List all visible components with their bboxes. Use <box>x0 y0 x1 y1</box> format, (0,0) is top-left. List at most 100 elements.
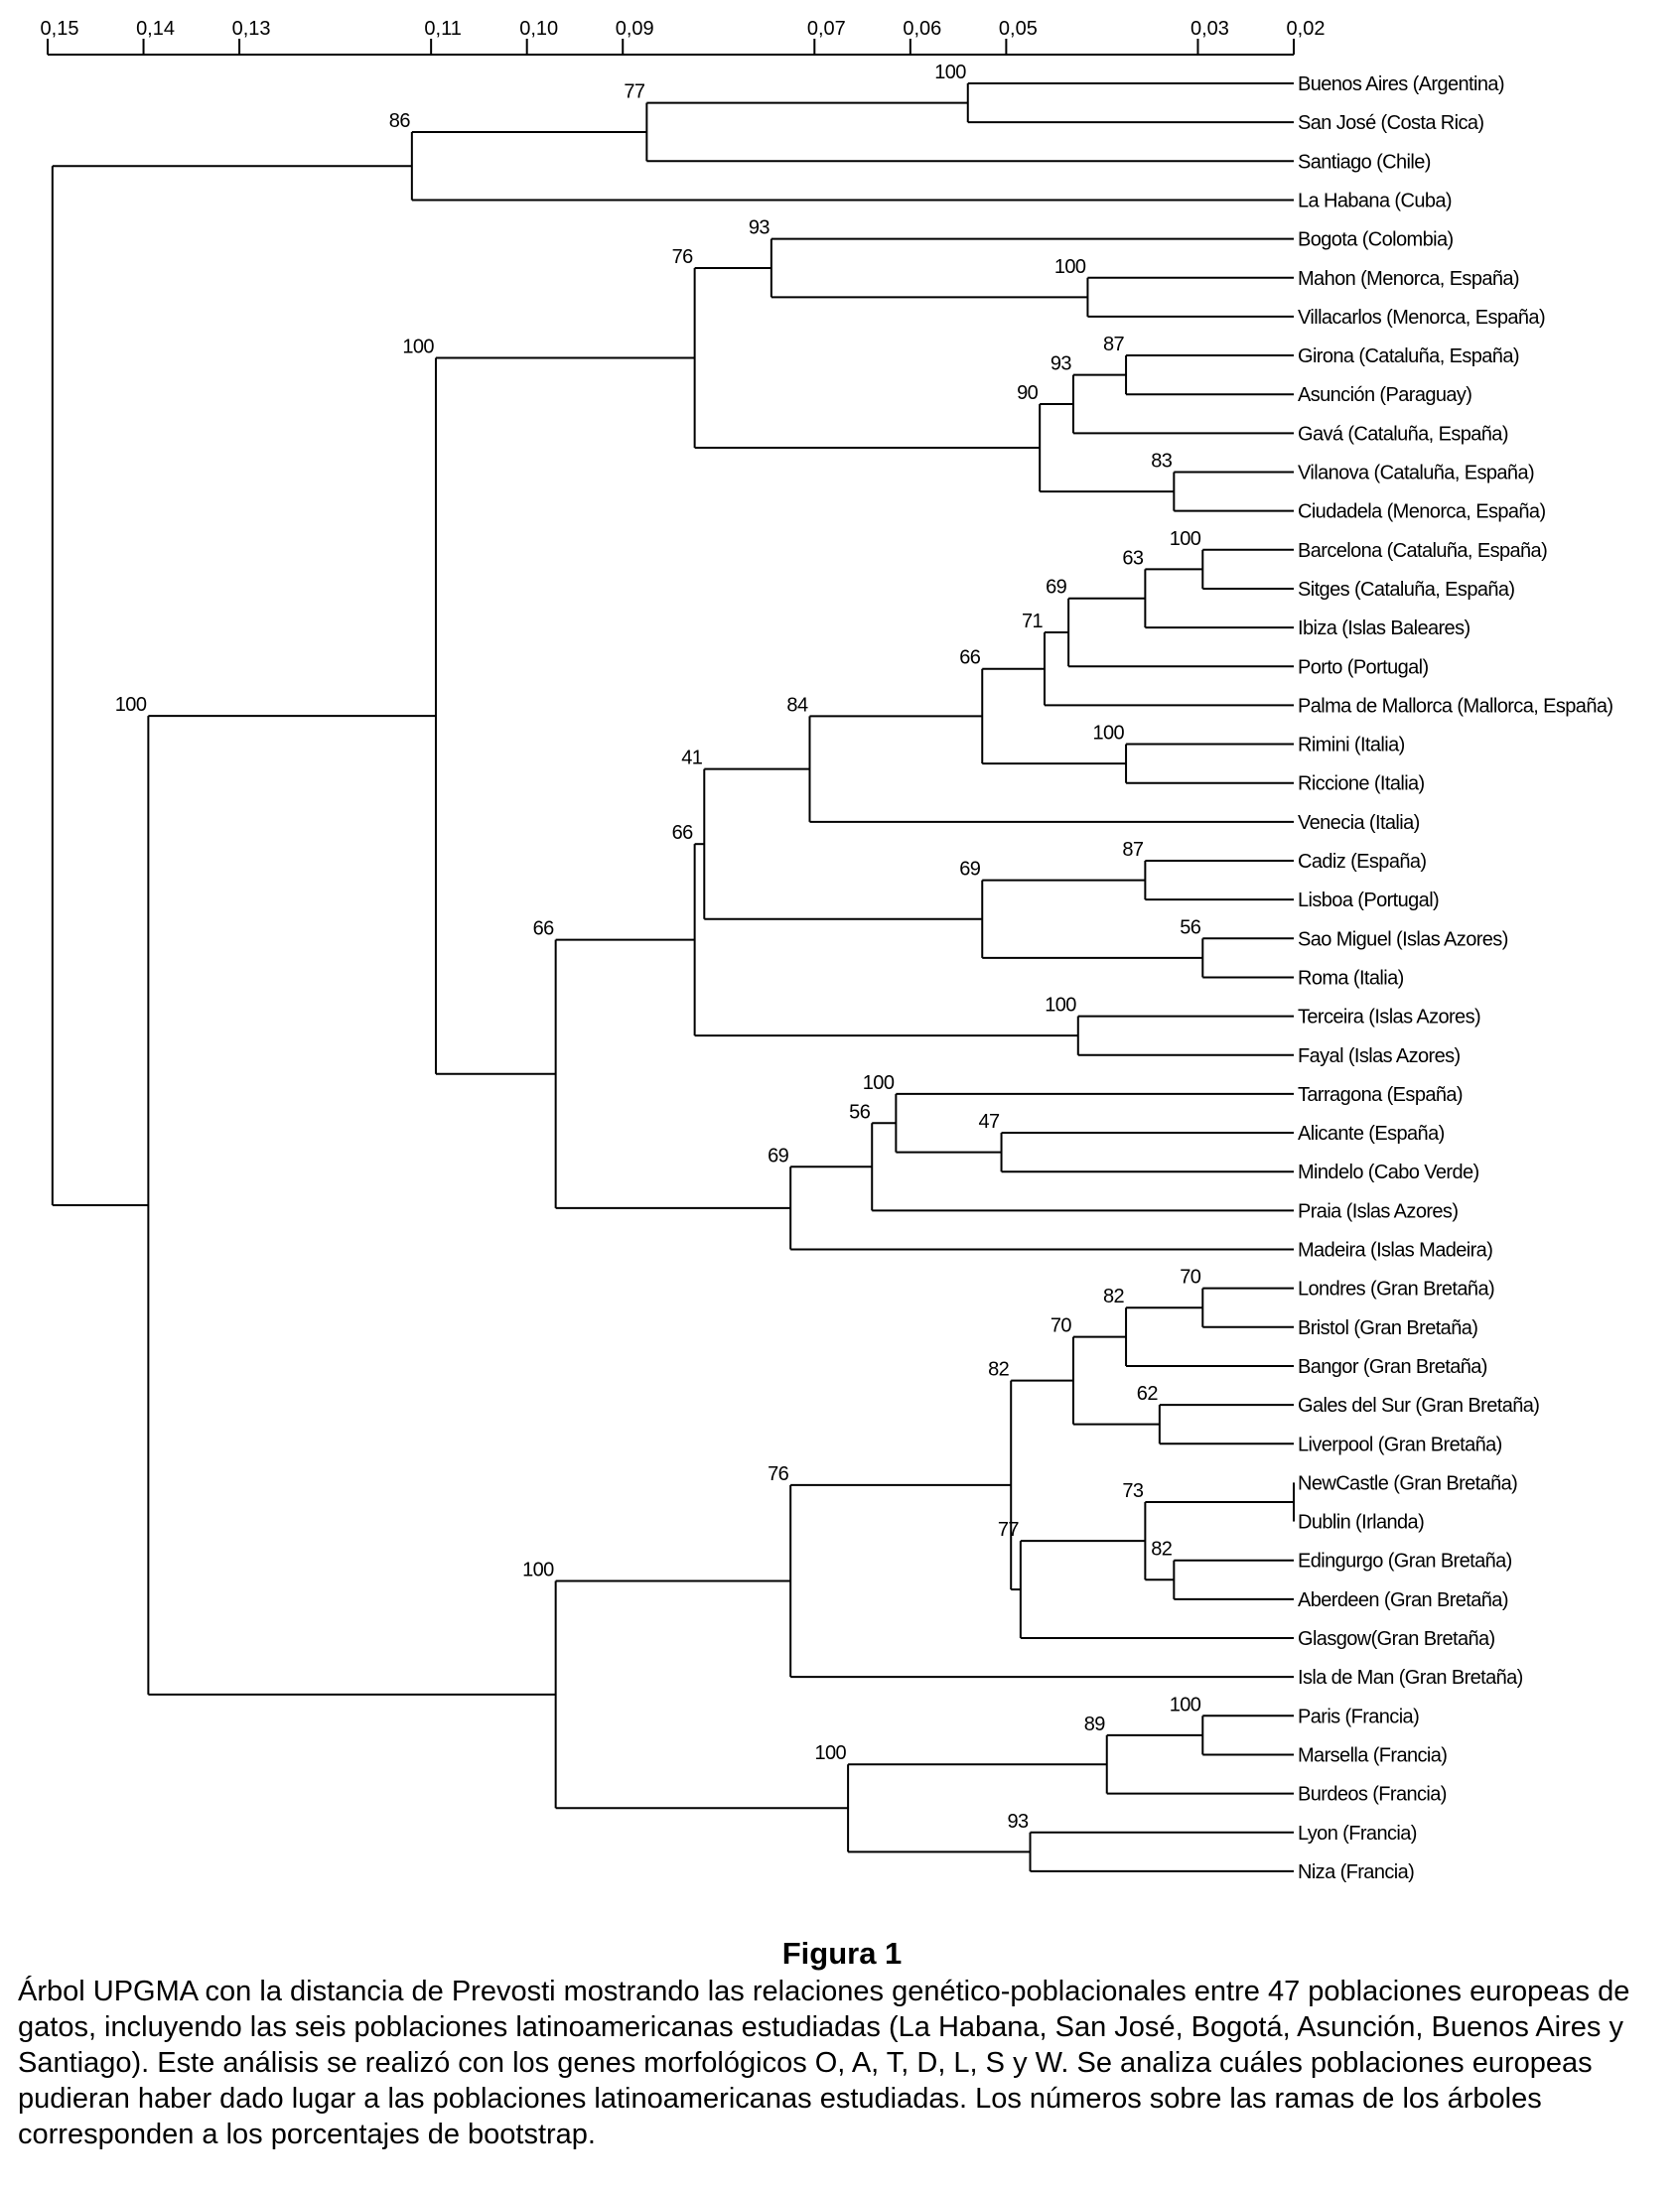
axis-tick-label: 0,10 <box>519 18 558 40</box>
leaf-label: Barcelona (Cataluña, España) <box>1298 540 1547 562</box>
leaf-label: Niza (Francia) <box>1298 1861 1414 1883</box>
bootstrap-value: 66 <box>672 822 694 844</box>
leaf-label: Asunción (Paraguay) <box>1298 384 1471 406</box>
bootstrap-value: 66 <box>959 647 981 669</box>
leaf-label: Palma de Mallorca (Mallorca, España) <box>1298 695 1612 717</box>
leaf-label: San José (Costa Rica) <box>1298 112 1483 134</box>
bootstrap-value: 63 <box>1122 547 1144 569</box>
bootstrap-value: 87 <box>1103 334 1125 355</box>
leaf-label: Edingurgo (Gran Bretaña) <box>1298 1551 1512 1573</box>
leaf-label: Mindelo (Cabo Verde) <box>1298 1162 1479 1183</box>
figure-title: Figura 1 <box>781 1936 903 1971</box>
bootstrap-value: 76 <box>672 246 694 268</box>
axis-tick-label: 0,02 <box>1287 18 1326 40</box>
bootstrap-value: 100 <box>815 1742 847 1764</box>
leaf-label: Mahon (Menorca, España) <box>1298 268 1519 290</box>
bootstrap-value: 87 <box>1122 839 1144 861</box>
leaf-label: Porto (Portugal) <box>1298 656 1429 678</box>
bootstrap-value: 82 <box>1151 1539 1173 1561</box>
leaf-label: Sitges (Cataluña, España) <box>1298 579 1514 601</box>
leaf-label: Rimini (Italia) <box>1298 735 1405 756</box>
axis-tick-label: 0,15 <box>41 18 79 40</box>
bootstrap-value: 82 <box>988 1359 1010 1381</box>
leaf-label: Ciudadela (Menorca, España) <box>1298 501 1546 523</box>
axis-tick-label: 0,09 <box>616 18 654 40</box>
bootstrap-value: 93 <box>1050 353 1072 375</box>
axis-tick-label: 0,05 <box>999 18 1038 40</box>
leaf-label: NewCastle (Gran Bretaña) <box>1298 1472 1517 1494</box>
bootstrap-value: 56 <box>1180 916 1201 938</box>
bootstrap-value: 83 <box>1151 451 1173 473</box>
leaf-label: Gales del Sur (Gran Bretaña) <box>1298 1395 1539 1417</box>
bootstrap-value: 100 <box>522 1559 554 1580</box>
leaf-label: Vilanova (Cataluña, España) <box>1298 463 1534 484</box>
distance-axis: 0,15 0,14 0,13 0,11 0,10 0,09 0,07 0,06 0,05 0,03… <box>41 18 1326 56</box>
leaf-label: Paris (Francia) <box>1298 1706 1419 1727</box>
figure-caption: Figura 1 Árbol UPGMA con la distancia de… <box>18 1936 1666 2152</box>
figure-description: Árbol UPGMA con la distancia de Prevosti… <box>18 1976 1630 2150</box>
bootstrap-value: 86 <box>389 110 411 132</box>
bootstrap-value: 66 <box>533 918 555 940</box>
axis-tick-label: 0,07 <box>807 18 846 40</box>
bootstrap-value: 82 <box>1103 1286 1125 1307</box>
bootstrap-value: 47 <box>979 1111 1001 1133</box>
bootstrap-value: 76 <box>768 1463 789 1485</box>
leaf-label: Venecia (Italia) <box>1298 812 1420 834</box>
leaf-label: Terceira (Islas Azores) <box>1298 1007 1480 1029</box>
bootstrap-value: 62 <box>1137 1383 1159 1405</box>
axis-tick-label: 0,06 <box>903 18 941 40</box>
leaf-label: Bangor (Gran Bretaña) <box>1298 1356 1487 1378</box>
leaf-label: Riccione (Italia) <box>1298 773 1425 795</box>
leaf-label: Liverpool (Gran Bretaña) <box>1298 1434 1502 1455</box>
leaf-label: La Habana (Cuba) <box>1298 190 1452 211</box>
bootstrap-value: 77 <box>624 81 645 103</box>
bootstrap-value: 100 <box>1170 528 1201 550</box>
leaf-label: Bogota (Colombia) <box>1298 229 1454 251</box>
leaf-label: Burdeos (Francia) <box>1298 1784 1447 1806</box>
leaf-label: Girona (Cataluña, España) <box>1298 345 1519 367</box>
leaf-label: Aberdeen (Gran Bretaña) <box>1298 1589 1508 1611</box>
axis-tick-label: 0,13 <box>232 18 271 40</box>
bootstrap-value: 89 <box>1084 1714 1106 1735</box>
bootstrap-value: 100 <box>1092 723 1124 745</box>
bootstrap-value: 71 <box>1022 611 1044 632</box>
bootstrap-value: 69 <box>768 1145 789 1166</box>
bootstrap-value: 77 <box>998 1519 1020 1541</box>
leaf-label: Madeira (Islas Madeira) <box>1298 1240 1492 1262</box>
leaf-label: Praia (Islas Azores) <box>1298 1200 1458 1222</box>
leaf-label: Cadiz (España) <box>1298 851 1426 873</box>
bootstrap-value: 100 <box>1170 1694 1201 1715</box>
axis-tick-label: 0,03 <box>1190 18 1229 40</box>
bootstrap-value: 70 <box>1050 1315 1072 1337</box>
bootstrap-value: 70 <box>1180 1267 1201 1289</box>
axis-tick-label: 0,14 <box>136 18 175 40</box>
leaf-label: Gavá (Cataluña, España) <box>1298 423 1508 445</box>
leaf-label: Villacarlos (Menorca, España) <box>1298 307 1545 329</box>
bootstrap-value: 100 <box>934 62 966 83</box>
upgma-dendrogram: 0,15 0,14 0,13 0,11 0,10 0,09 0,07 0,06 0,05 0,03… <box>41 18 1614 1883</box>
bootstrap-value: 69 <box>1046 577 1067 599</box>
leaf-label: Santiago (Chile) <box>1298 151 1431 173</box>
leaf-label: Marsella (Francia) <box>1298 1744 1447 1766</box>
leaf-label: Ibiza (Islas Baleares) <box>1298 617 1470 639</box>
leaf-label: Isla de Man (Gran Bretaña) <box>1298 1667 1523 1689</box>
leaf-label: Lisboa (Portugal) <box>1298 890 1439 911</box>
bootstrap-value: 93 <box>1007 1811 1029 1833</box>
leaf-label: Lyon (Francia) <box>1298 1823 1417 1845</box>
bootstrap-value: 69 <box>959 859 981 881</box>
bootstrap-value: 41 <box>681 748 703 769</box>
bootstrap-value: 100 <box>402 336 434 357</box>
leaf-label: Glasgow(Gran Bretaña) <box>1298 1628 1495 1650</box>
bootstrap-value: 93 <box>749 217 770 239</box>
bootstrap-value: 100 <box>1045 995 1076 1017</box>
bootstrap-value: 90 <box>1017 382 1039 404</box>
bootstrap-value: 100 <box>1054 256 1086 278</box>
axis-tick-label: 0,11 <box>424 18 461 40</box>
leaf-label: Sao Miguel (Islas Azores) <box>1298 928 1508 950</box>
leaf-label: Bristol (Gran Bretaña) <box>1298 1317 1477 1339</box>
bootstrap-values: 1007786100938793839076100636971100668487… <box>115 62 1202 1833</box>
leaf-labels: Buenos Aires (Argentina) San José (Costa … <box>1298 73 1613 1883</box>
bootstrap-value: 73 <box>1122 1480 1144 1502</box>
leaf-label: Fayal (Islas Azores) <box>1298 1045 1461 1067</box>
bootstrap-value: 100 <box>115 694 147 716</box>
